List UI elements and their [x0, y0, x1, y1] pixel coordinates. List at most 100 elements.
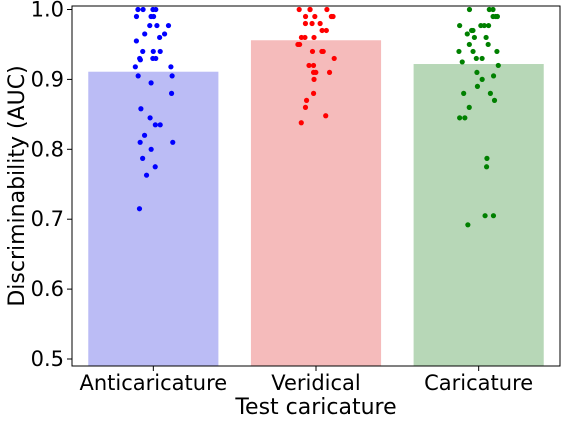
data-point	[491, 97, 498, 103]
data-point	[466, 41, 472, 48]
x-tick-label: Caricature	[424, 371, 533, 395]
data-point	[147, 22, 153, 29]
data-point	[456, 48, 462, 55]
data-point	[483, 164, 490, 170]
point-layer	[132, 6, 501, 228]
data-point	[474, 83, 481, 89]
data-point	[150, 13, 157, 20]
data-point	[302, 34, 308, 41]
data-point	[470, 27, 476, 34]
data-point	[132, 64, 138, 70]
data-point	[312, 13, 318, 20]
data-point	[485, 41, 491, 48]
x-tick-label: Anticaricature	[79, 371, 227, 395]
data-point	[457, 115, 463, 121]
data-point	[307, 6, 313, 13]
data-point	[309, 48, 316, 55]
data-point	[311, 34, 317, 41]
data-point	[319, 27, 325, 34]
data-point	[296, 6, 302, 13]
data-point	[331, 55, 337, 62]
data-point	[150, 48, 156, 55]
data-point	[168, 64, 174, 70]
data-point	[150, 55, 156, 62]
data-point	[490, 6, 496, 13]
data-point	[140, 155, 146, 161]
data-point	[479, 76, 485, 82]
data-point	[306, 62, 312, 69]
y-axis: 0.5 0.6 0.7 0.8 0.9 1.0	[31, 0, 72, 371]
data-point	[137, 57, 143, 63]
data-point	[157, 48, 163, 55]
data-point	[465, 222, 471, 228]
data-point	[136, 206, 143, 212]
data-point	[165, 22, 172, 29]
data-point	[494, 48, 500, 55]
data-point	[490, 73, 497, 79]
data-point	[302, 13, 309, 20]
data-point	[142, 31, 148, 37]
data-point	[311, 76, 317, 82]
data-point	[487, 90, 493, 96]
data-point	[148, 80, 154, 86]
data-point	[310, 69, 317, 76]
data-point	[137, 139, 143, 145]
data-point	[484, 155, 490, 161]
data-point	[482, 213, 488, 219]
data-point	[310, 90, 317, 96]
data-point	[485, 22, 492, 29]
data-point	[486, 6, 492, 13]
data-point	[310, 62, 317, 69]
data-point	[462, 115, 468, 121]
data-point	[135, 6, 141, 13]
data-point	[464, 31, 470, 37]
data-point	[298, 120, 304, 126]
data-point	[161, 31, 168, 37]
data-point	[302, 104, 309, 110]
data-point	[138, 106, 144, 112]
data-point	[309, 20, 315, 27]
data-point	[323, 113, 329, 119]
data-point	[466, 104, 472, 110]
data-point	[152, 164, 158, 170]
y-axis-label: Discriminability (AUC)	[5, 65, 30, 306]
bar-layer	[88, 40, 544, 367]
x-axis-label: Test caricature	[234, 395, 396, 420]
data-point	[157, 34, 163, 41]
data-point	[466, 6, 473, 13]
data-point	[148, 146, 154, 152]
data-point	[324, 6, 330, 13]
y-tick-label: 0.9	[31, 67, 64, 91]
data-point	[319, 48, 325, 55]
data-point	[490, 213, 497, 219]
data-point	[326, 69, 333, 76]
data-point	[140, 48, 146, 55]
data-point	[140, 6, 146, 13]
y-tick-label: 0.7	[31, 207, 64, 231]
data-point	[152, 122, 158, 128]
data-point	[470, 48, 476, 55]
x-axis: Anticaricature Veridical Caricature	[79, 366, 533, 395]
bar-anticaricature	[88, 71, 219, 366]
data-point	[133, 38, 139, 44]
data-point	[147, 115, 153, 121]
data-point	[328, 13, 334, 20]
data-point	[303, 97, 310, 103]
data-point	[133, 13, 140, 20]
data-point	[473, 55, 479, 62]
y-tick-label: 0.6	[31, 277, 64, 301]
bar-veridical	[250, 40, 382, 366]
data-point	[490, 13, 496, 20]
data-point	[168, 90, 175, 96]
data-point	[478, 22, 484, 29]
data-point	[457, 22, 463, 29]
y-tick-label: 0.8	[31, 137, 64, 161]
data-point	[474, 69, 480, 76]
data-point	[302, 20, 309, 27]
data-point	[170, 139, 176, 145]
data-point	[169, 73, 175, 79]
y-tick-label: 1.0	[31, 0, 64, 21]
y-tick-label: 0.5	[31, 347, 64, 371]
data-point	[154, 22, 160, 29]
